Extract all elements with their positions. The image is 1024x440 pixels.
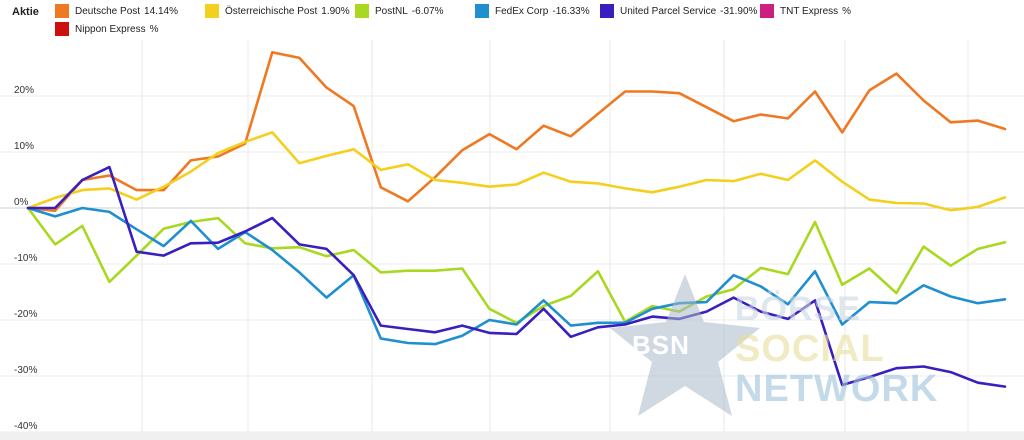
legend-series-name: FedEx Corp bbox=[495, 5, 549, 17]
legend-swatch bbox=[475, 4, 489, 18]
watermark: BSN BÖRSE SOCIAL NETWORK bbox=[600, 270, 937, 420]
legend-series-value: 1.90% bbox=[321, 5, 350, 17]
legend-series-value: -16.33% bbox=[552, 5, 590, 17]
legend-item[interactable]: United Parcel Service -31.90% bbox=[600, 4, 757, 18]
legend-series-value: % bbox=[149, 23, 159, 35]
chart-legend: Aktie Deutsche Post 14.14% Österreichische… bbox=[0, 0, 1024, 40]
y-tick-label: 0% bbox=[14, 197, 29, 208]
series-line bbox=[26, 50, 1007, 213]
legend-series-name: Nippon Express bbox=[75, 23, 146, 35]
legend-series-name: United Parcel Service bbox=[620, 5, 717, 17]
watermark-logo-text: BSN bbox=[632, 330, 690, 360]
y-tick-label: 10% bbox=[14, 141, 34, 152]
legend-item[interactable]: Deutsche Post 14.14% bbox=[55, 4, 178, 18]
legend-series-name: PostNL bbox=[375, 5, 408, 17]
y-tick-label: -20% bbox=[14, 309, 37, 320]
watermark-line-2: SOCIAL bbox=[735, 328, 885, 370]
legend-item[interactable]: FedEx Corp -16.33% bbox=[475, 4, 590, 18]
y-tick-label: -30% bbox=[14, 365, 37, 376]
series-line bbox=[26, 165, 1007, 388]
legend-item[interactable]: PostNL -6.07% bbox=[355, 4, 443, 18]
legend-item[interactable]: Nippon Express% bbox=[55, 22, 159, 36]
legend-title: Aktie bbox=[12, 6, 39, 18]
legend-swatch bbox=[355, 4, 369, 18]
legend-series-name: Österreichische Post bbox=[225, 5, 318, 17]
legend-swatch bbox=[760, 4, 774, 18]
series-line bbox=[26, 206, 1007, 346]
y-tick-label: -10% bbox=[14, 253, 37, 264]
star-logo-icon bbox=[610, 274, 760, 416]
y-axis: 20% 10% 0% -10% -20% -30% -40% bbox=[14, 85, 37, 432]
legend-swatch bbox=[55, 22, 69, 36]
chart-series bbox=[26, 50, 1007, 388]
legend-series-value: -6.07% bbox=[411, 5, 444, 17]
legend-series-name: Deutsche Post bbox=[75, 5, 141, 17]
watermark-line-3: NETWORK bbox=[735, 368, 939, 410]
legend-swatch bbox=[600, 4, 614, 18]
y-tick-label: 20% bbox=[14, 85, 34, 96]
legend-item[interactable]: Österreichische Post 1.90% bbox=[205, 4, 350, 18]
legend-series-name: TNT Express bbox=[780, 5, 839, 17]
series-line bbox=[26, 131, 1007, 212]
legend-item[interactable]: TNT Express% bbox=[760, 4, 851, 18]
chart-bottom-strip bbox=[0, 432, 1024, 440]
watermark-line-1: BÖRSE bbox=[735, 290, 861, 328]
legend-series-value: % bbox=[842, 5, 852, 17]
legend-swatch bbox=[55, 4, 69, 18]
legend-swatch bbox=[205, 4, 219, 18]
legend-series-value: -31.90% bbox=[720, 5, 758, 17]
y-tick-label: -40% bbox=[14, 421, 37, 432]
legend-series-value: 14.14% bbox=[144, 5, 178, 17]
